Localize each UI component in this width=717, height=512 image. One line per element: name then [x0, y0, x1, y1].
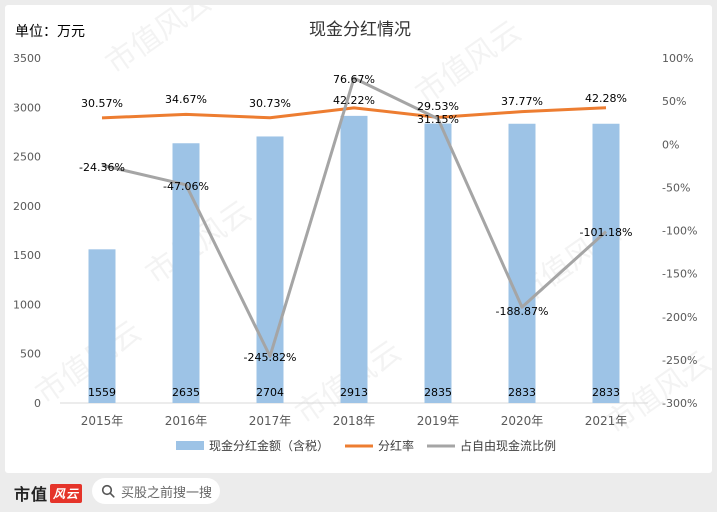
bar-value-label: 2635: [172, 386, 200, 399]
payout-ratio-label: 30.73%: [249, 97, 291, 110]
y-left-tick-label: 3500: [13, 52, 41, 65]
payout-ratio-label: 31.15%: [417, 113, 459, 126]
chart: 市值风云市值风云市值风云市值风云市值风云市值风云市值风云 单位：万元 现金分红情…: [13, 5, 712, 453]
y-right-tick-label: -150%: [662, 268, 697, 281]
bar-value-label: 2704: [256, 386, 284, 399]
x-tick-label: 2020年: [501, 414, 544, 428]
payout-ratio-label: 34.67%: [165, 93, 207, 106]
legend-label: 现金分红金额（含税）: [209, 438, 329, 453]
fcf-ratio-label: -24.36%: [79, 161, 125, 174]
fcf-ratio-label: -47.06%: [163, 180, 209, 193]
x-tick-label: 2019年: [417, 414, 460, 428]
legend-label: 占自由现金流比例: [460, 438, 556, 453]
y-left-tick-label: 2000: [13, 200, 41, 213]
bar-value-label: 2833: [508, 386, 536, 399]
legend-swatch: [176, 441, 204, 450]
y-left-tick-label: 2500: [13, 151, 41, 164]
axes-layer: 0 500 1000 1500 2000 2500 3000 3500 -300% -250% -2…: [13, 52, 697, 428]
bar: [340, 115, 368, 404]
bar-value-label: 1559: [88, 386, 116, 399]
x-tick-label: 2021年: [585, 414, 628, 428]
brand-logo: 市值 风云: [14, 481, 83, 505]
payout-ratio-label: 30.57%: [81, 97, 123, 110]
y-right-tick-label: -300%: [662, 397, 697, 410]
y-left-tick-label: 1500: [13, 249, 41, 262]
x-tick-label: 2015年: [81, 414, 124, 428]
x-tick-label: 2016年: [165, 414, 208, 428]
payout-ratio-label: 37.77%: [501, 95, 543, 108]
y-left-tick-label: 0: [34, 397, 41, 410]
search-placeholder: 买股之前搜一搜: [121, 485, 213, 501]
payout-ratio-label: 42.28%: [585, 92, 627, 105]
y-right-tick-label: -50%: [662, 181, 690, 194]
unit-label: 单位：万元: [15, 24, 85, 40]
legend-label: 分红率: [378, 438, 414, 453]
search-icon: [101, 484, 115, 498]
bar: [256, 136, 284, 403]
series-line: [101, 106, 607, 120]
fcf-ratio-label: 76.67%: [333, 73, 375, 86]
chart-card: 市值风云市值风云市值风云市值风云市值风云市值风云市值风云 单位：万元 现金分红情…: [5, 5, 712, 473]
bar-value-label: 2913: [340, 386, 368, 399]
x-tick-label: 2017年: [249, 414, 292, 428]
bar: [424, 123, 452, 404]
fcf-ratio-label: 29.53%: [417, 100, 459, 113]
y-left-tick-label: 3000: [13, 101, 41, 114]
fcf-ratio-label: -245.82%: [244, 351, 297, 364]
y-right-tick-label: 50%: [662, 95, 686, 108]
chart-title: 现金分红情况: [309, 20, 411, 40]
y-right-tick-label: -200%: [662, 311, 697, 324]
brand-mark: 风云: [50, 483, 83, 503]
payout-ratio-label: 42.22%: [333, 94, 375, 107]
bar-value-label: 2835: [424, 386, 452, 399]
search-box[interactable]: 买股之前搜一搜: [92, 478, 220, 504]
lines-layer: [101, 76, 608, 358]
fcf-ratio-label: -101.18%: [580, 226, 633, 239]
bar: [88, 249, 116, 403]
y-right-tick-label: -100%: [662, 225, 697, 238]
y-right-tick-label: 100%: [662, 52, 693, 65]
x-tick-label: 2018年: [333, 414, 376, 428]
y-left-tick-label: 500: [20, 348, 41, 361]
brand-name: 市值: [14, 485, 49, 504]
series-line: [101, 76, 608, 358]
y-right-tick-label: 0%: [662, 138, 679, 151]
fcf-ratio-label: -188.87%: [496, 305, 549, 318]
data-labels-layer: 1559 2635 2704 2913 2835 2833 2833 30.57% 34.67%…: [79, 73, 632, 399]
y-right-tick-label: -250%: [662, 354, 697, 367]
bar-value-label: 2833: [592, 386, 620, 399]
bar: [508, 123, 536, 404]
legend: 现金分红金额（含税） 分红率 占自由现金流比例: [176, 438, 556, 453]
bar: [592, 123, 620, 404]
y-left-tick-label: 1000: [13, 298, 41, 311]
footer: 市值 风云 买股之前搜一搜: [0, 473, 717, 512]
